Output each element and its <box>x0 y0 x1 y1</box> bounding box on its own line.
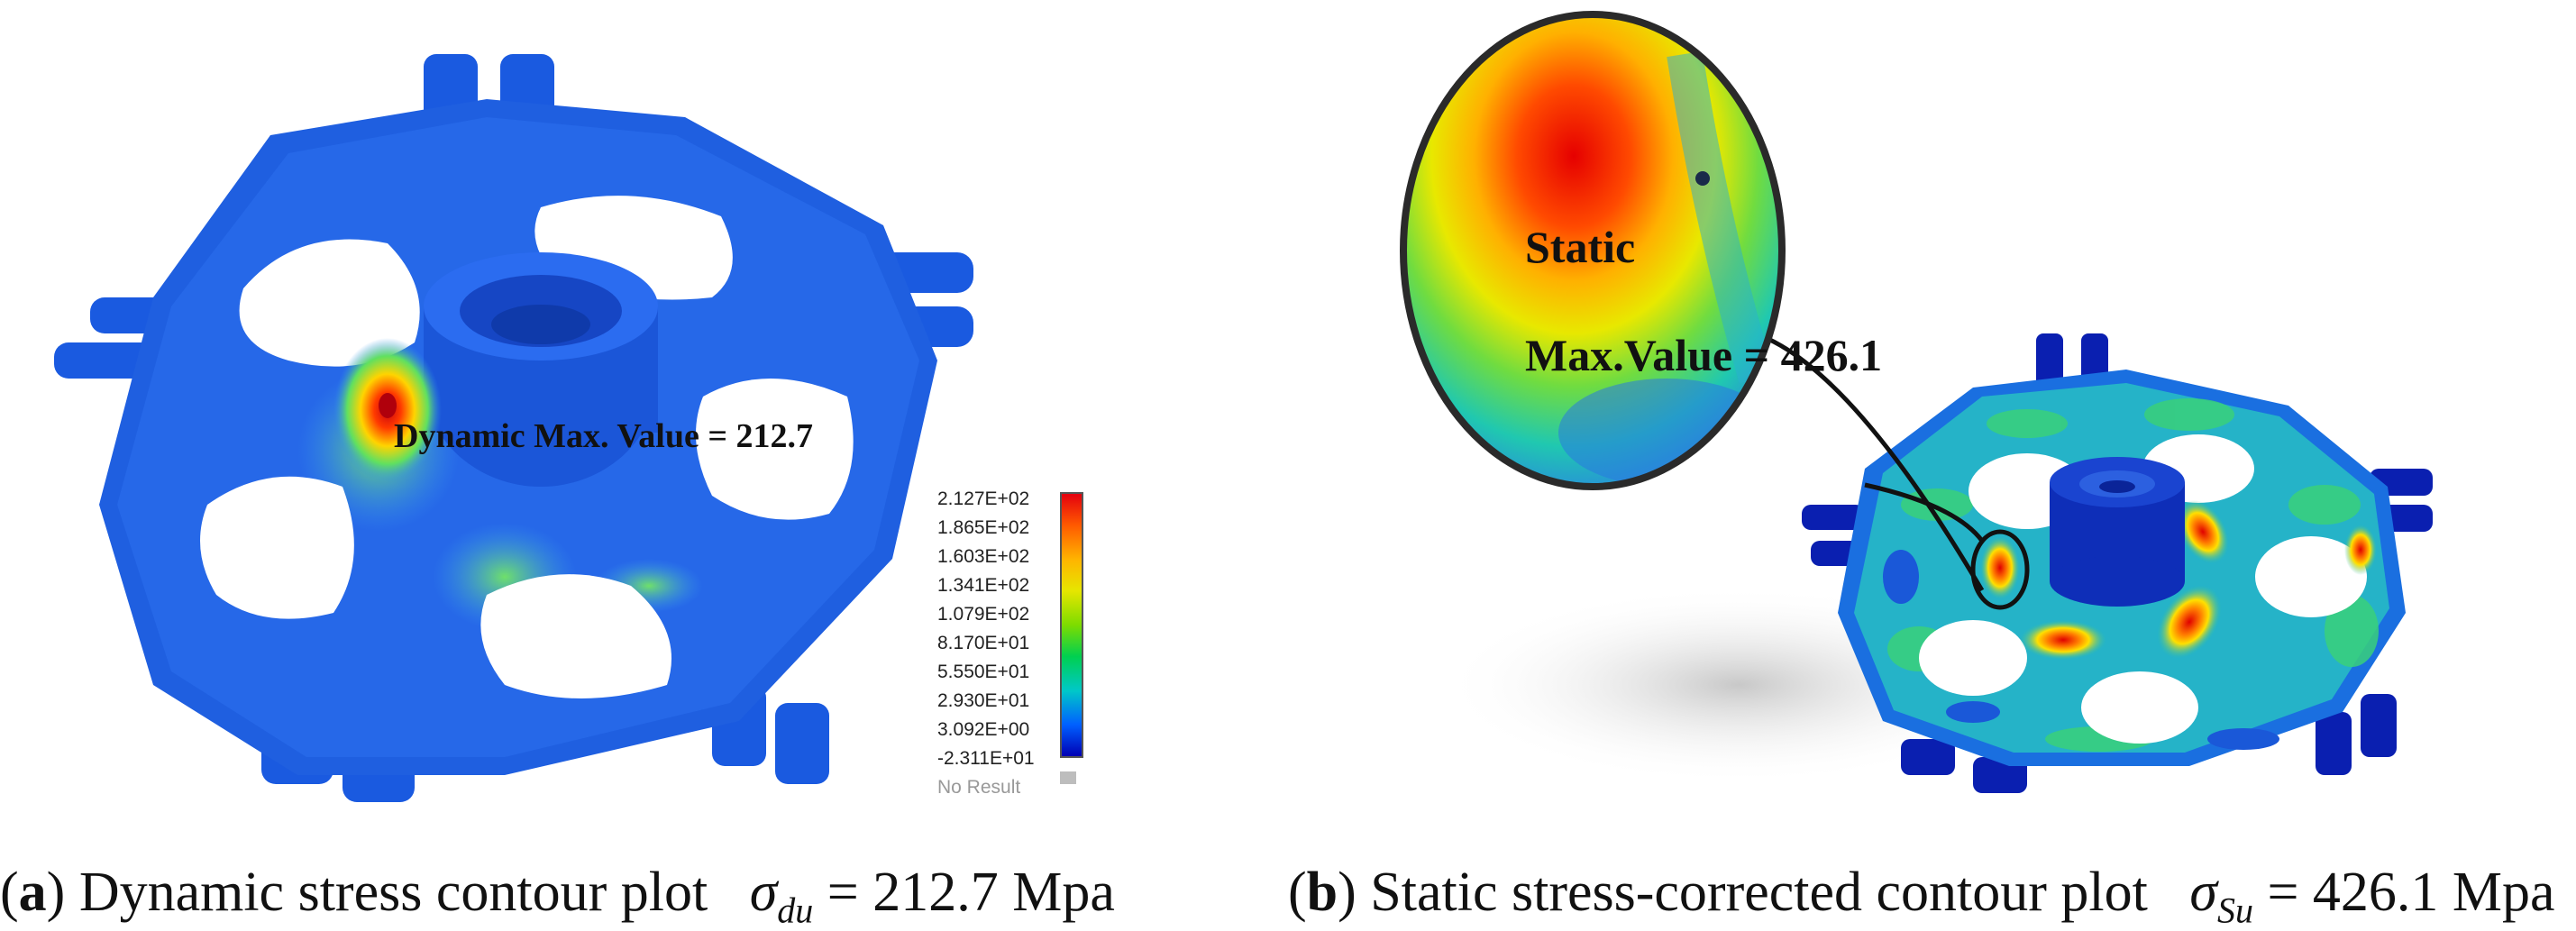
legend-label: 8.170E+01 <box>937 633 1030 653</box>
plate-a <box>54 54 973 802</box>
dynamic-stress-contour-plot <box>54 54 973 802</box>
caption-value: = 212.7 Mpa <box>813 862 1115 923</box>
static-stress-contour-plot <box>1400 11 2433 793</box>
legend-label: -2.311E+01 <box>937 748 1035 769</box>
legend-label: 2.127E+02 <box>937 488 1030 509</box>
caption-a: (a) Dynamic stress contour plot σdu = 21… <box>0 862 1115 931</box>
panel-a-dynamic: Dynamic Max. Value = 212.7 2.127E+02 1.8… <box>0 0 1288 931</box>
plate-b <box>1802 333 2433 793</box>
legend-label: 1.603E+02 <box>937 546 1030 567</box>
legend-label: 1.865E+02 <box>937 517 1030 538</box>
legend-color-bar <box>1060 492 1083 758</box>
hotspot-marker <box>1970 529 2030 610</box>
legend-label: 5.550E+01 <box>937 662 1030 682</box>
sigma-subscript: Su <box>2216 890 2253 931</box>
sigma-symbol: σ <box>2189 862 2217 923</box>
max-point-marker <box>1695 171 1710 186</box>
leader-line <box>1749 329 1985 592</box>
static-annotation-line2: Max.Value = 426.1 <box>1525 330 1883 380</box>
legend-label: 2.930E+01 <box>937 690 1030 711</box>
legend-label: 1.079E+02 <box>937 604 1030 625</box>
legend-label: 1.341E+02 <box>937 575 1030 596</box>
leader-line <box>1864 482 1984 543</box>
legend-label: 3.092E+00 <box>937 719 1030 740</box>
caption-text: Static stress-corrected contour plot <box>1356 862 2148 923</box>
caption-text: Dynamic stress contour plot <box>65 862 708 923</box>
legend-no-result-label: No Result <box>937 777 1021 798</box>
static-annotation-line1: Static <box>1525 222 1636 272</box>
stress-legend: 2.127E+02 1.865E+02 1.603E+02 1.341E+02 … <box>937 488 1118 799</box>
caption-letter: b <box>1306 862 1338 923</box>
dynamic-max-annotation: Dynamic Max. Value = 212.7 <box>394 417 813 455</box>
no-result-swatch <box>1060 771 1076 784</box>
caption-b: (b) Static stress-corrected contour plot… <box>1288 862 2555 931</box>
caption-letter: a <box>18 862 47 923</box>
sigma-symbol: σ <box>749 862 778 923</box>
panel-b-static: Static Max.Value = 426.1 (b) Static stre… <box>1288 0 2576 931</box>
caption-value: = 426.1 Mpa <box>2252 862 2555 923</box>
sigma-subscript: du <box>777 890 814 931</box>
